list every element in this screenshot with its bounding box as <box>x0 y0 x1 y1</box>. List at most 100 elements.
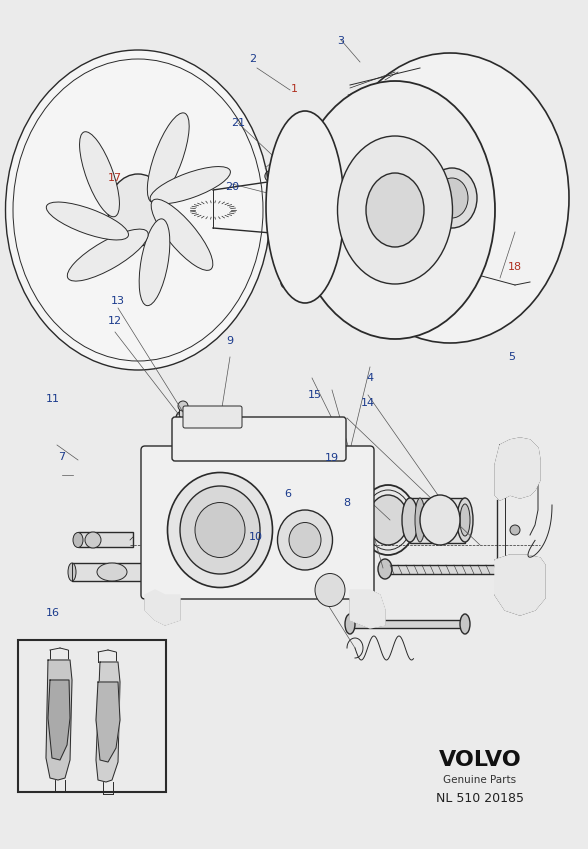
Ellipse shape <box>108 174 168 246</box>
Ellipse shape <box>5 50 270 370</box>
Ellipse shape <box>402 498 418 542</box>
Circle shape <box>336 217 346 228</box>
FancyBboxPatch shape <box>141 446 374 599</box>
Polygon shape <box>145 590 180 625</box>
Ellipse shape <box>148 113 189 203</box>
Ellipse shape <box>180 486 260 574</box>
Text: 17: 17 <box>108 173 122 183</box>
Ellipse shape <box>436 178 468 218</box>
Circle shape <box>441 186 451 195</box>
Ellipse shape <box>331 53 569 343</box>
Text: 4: 4 <box>367 373 374 383</box>
Bar <box>179 408 187 420</box>
Ellipse shape <box>277 137 333 277</box>
Circle shape <box>326 139 337 150</box>
Text: 19: 19 <box>325 453 339 464</box>
Ellipse shape <box>460 504 470 536</box>
Ellipse shape <box>68 563 76 581</box>
Circle shape <box>496 218 506 228</box>
Polygon shape <box>48 680 70 760</box>
Ellipse shape <box>360 485 416 555</box>
Polygon shape <box>46 660 72 780</box>
Text: NL 510 20185: NL 510 20185 <box>436 791 524 805</box>
Circle shape <box>149 187 158 195</box>
Ellipse shape <box>79 132 119 216</box>
Ellipse shape <box>420 495 460 545</box>
Text: 21: 21 <box>231 118 245 128</box>
Polygon shape <box>495 438 540 500</box>
Polygon shape <box>96 682 120 762</box>
Bar <box>385 565 520 574</box>
Ellipse shape <box>440 498 450 542</box>
Text: 8: 8 <box>343 498 350 509</box>
Ellipse shape <box>306 187 330 227</box>
Bar <box>510 281 532 286</box>
Text: 15: 15 <box>308 390 322 400</box>
Ellipse shape <box>427 168 477 228</box>
Circle shape <box>417 149 426 157</box>
Ellipse shape <box>338 136 453 284</box>
Polygon shape <box>350 590 385 628</box>
Bar <box>350 620 465 628</box>
FancyBboxPatch shape <box>172 417 346 461</box>
Bar <box>410 498 465 543</box>
Circle shape <box>422 241 430 250</box>
Circle shape <box>281 278 292 289</box>
Ellipse shape <box>368 495 408 545</box>
Circle shape <box>149 225 158 233</box>
Circle shape <box>510 525 520 535</box>
Text: 20: 20 <box>225 182 239 192</box>
Text: 9: 9 <box>226 336 233 346</box>
Ellipse shape <box>139 219 170 306</box>
Ellipse shape <box>150 166 230 204</box>
Circle shape <box>397 154 407 164</box>
Text: 11: 11 <box>46 394 60 404</box>
Text: 5: 5 <box>508 351 515 362</box>
Text: 18: 18 <box>507 262 522 273</box>
Ellipse shape <box>295 81 495 339</box>
Ellipse shape <box>366 173 424 247</box>
Ellipse shape <box>73 532 83 548</box>
Ellipse shape <box>168 473 272 588</box>
Bar <box>78 532 133 547</box>
Text: 1: 1 <box>290 84 298 94</box>
FancyBboxPatch shape <box>183 406 242 428</box>
Ellipse shape <box>195 503 245 558</box>
Circle shape <box>118 187 126 195</box>
Ellipse shape <box>97 563 127 581</box>
Polygon shape <box>96 662 120 782</box>
Text: 10: 10 <box>249 531 263 542</box>
Polygon shape <box>495 555 545 615</box>
Text: 16: 16 <box>46 608 60 618</box>
Bar <box>72 563 152 581</box>
Circle shape <box>118 225 126 233</box>
Bar <box>18 640 166 792</box>
Ellipse shape <box>67 229 148 281</box>
Ellipse shape <box>345 614 355 634</box>
Ellipse shape <box>46 202 129 240</box>
Ellipse shape <box>311 194 325 220</box>
Ellipse shape <box>378 559 392 579</box>
Text: 7: 7 <box>58 452 65 462</box>
Circle shape <box>432 239 442 249</box>
Circle shape <box>178 401 188 411</box>
Text: VOLVO: VOLVO <box>439 750 522 770</box>
Text: 6: 6 <box>285 489 292 499</box>
Ellipse shape <box>278 510 332 570</box>
Circle shape <box>176 411 190 425</box>
Circle shape <box>85 532 101 548</box>
Ellipse shape <box>460 614 470 634</box>
Ellipse shape <box>151 200 213 270</box>
Ellipse shape <box>315 574 345 606</box>
Text: 3: 3 <box>338 36 345 46</box>
Circle shape <box>303 114 314 125</box>
Circle shape <box>350 169 360 179</box>
Circle shape <box>377 256 387 266</box>
Circle shape <box>335 228 346 239</box>
Circle shape <box>313 284 324 295</box>
Text: Genuine Parts: Genuine Parts <box>443 775 517 785</box>
Text: 13: 13 <box>111 296 125 306</box>
Circle shape <box>265 171 276 182</box>
Text: 12: 12 <box>108 316 122 326</box>
Ellipse shape <box>266 111 344 303</box>
